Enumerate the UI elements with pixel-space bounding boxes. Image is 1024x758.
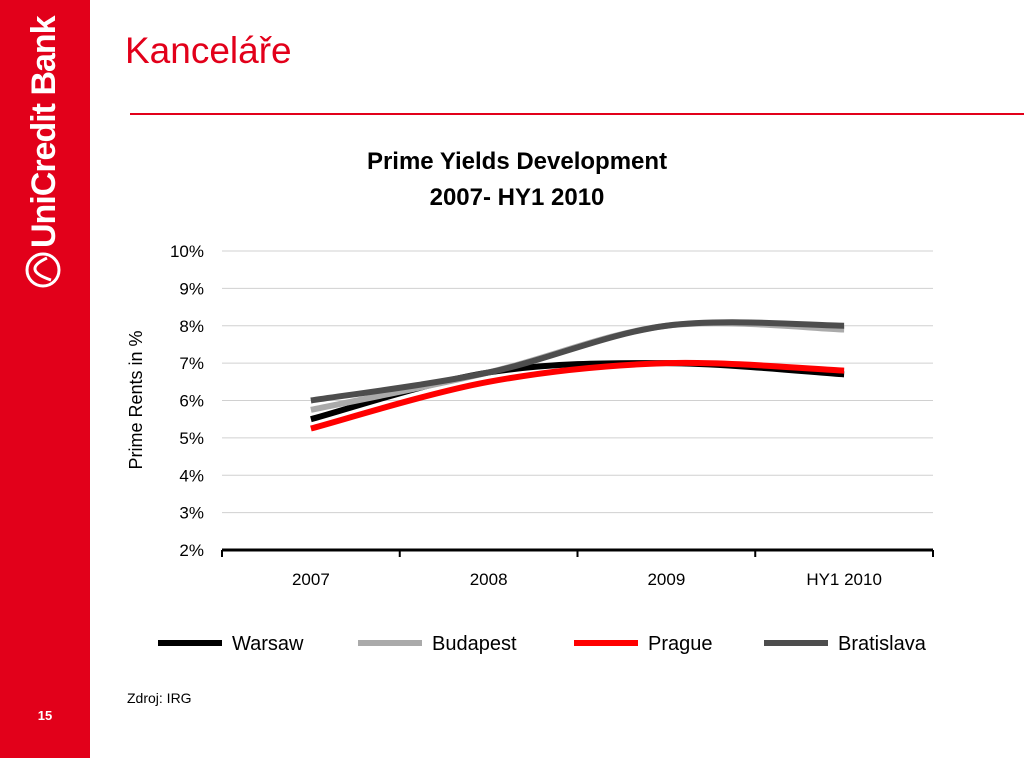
chart-title-line2: 2007- HY1 2010	[430, 184, 605, 211]
legend-label-bratislava: Bratislava	[838, 633, 927, 655]
y-tick-label: 7%	[179, 354, 204, 373]
series-line-bratislava	[310, 319, 845, 404]
chart-legend: Warsaw Budapest Prague Bratislava	[158, 633, 927, 655]
legend-label-warsaw: Warsaw	[232, 633, 304, 655]
page-number: 15	[37, 708, 53, 723]
x-tick-label: 2009	[647, 570, 685, 589]
y-tick-label: 6%	[179, 392, 204, 411]
x-tick-label: 2007	[292, 570, 330, 589]
title-divider	[130, 113, 1024, 115]
y-tick-label: 8%	[179, 317, 204, 336]
slide-title: Kanceláře	[125, 30, 292, 71]
chart-title-line1: Prime Yields Development	[367, 148, 667, 175]
x-tick-label: HY1 2010	[806, 570, 882, 589]
unicredit-logo-swoosh-icon	[33, 256, 52, 282]
y-tick-label: 9%	[179, 279, 204, 298]
y-axis-label: Prime Rents in %	[126, 330, 146, 469]
legend-label-prague: Prague	[648, 633, 713, 655]
y-tick-label: 2%	[179, 541, 204, 560]
prime-yields-chart: Prime Yields Development 2007- HY1 2010 …	[126, 148, 934, 655]
chart-series	[310, 319, 845, 432]
brand-sidebar: UniCredit Bank 15	[0, 0, 90, 758]
series-line-prague	[310, 359, 845, 432]
legend-label-budapest: Budapest	[432, 633, 517, 655]
x-tick-labels: 2007 2008 2009 HY1 2010	[292, 570, 882, 589]
unicredit-logo: UniCredit Bank	[25, 15, 63, 288]
y-tick-label: 10%	[170, 242, 204, 261]
y-tick-label: 4%	[179, 466, 204, 485]
x-tick-label: 2008	[470, 570, 508, 589]
x-axis	[221, 548, 934, 557]
unicredit-logo-mark-icon	[25, 252, 61, 288]
y-tick-label: 5%	[179, 429, 204, 448]
y-tick-labels: 2% 3% 4% 5% 6% 7% 8% 9% 10%	[170, 242, 204, 560]
brand-name: UniCredit Bank	[25, 15, 63, 248]
chart-gridlines	[222, 250, 933, 514]
source-note: Zdroj: IRG	[127, 690, 192, 706]
y-tick-label: 3%	[179, 504, 204, 523]
